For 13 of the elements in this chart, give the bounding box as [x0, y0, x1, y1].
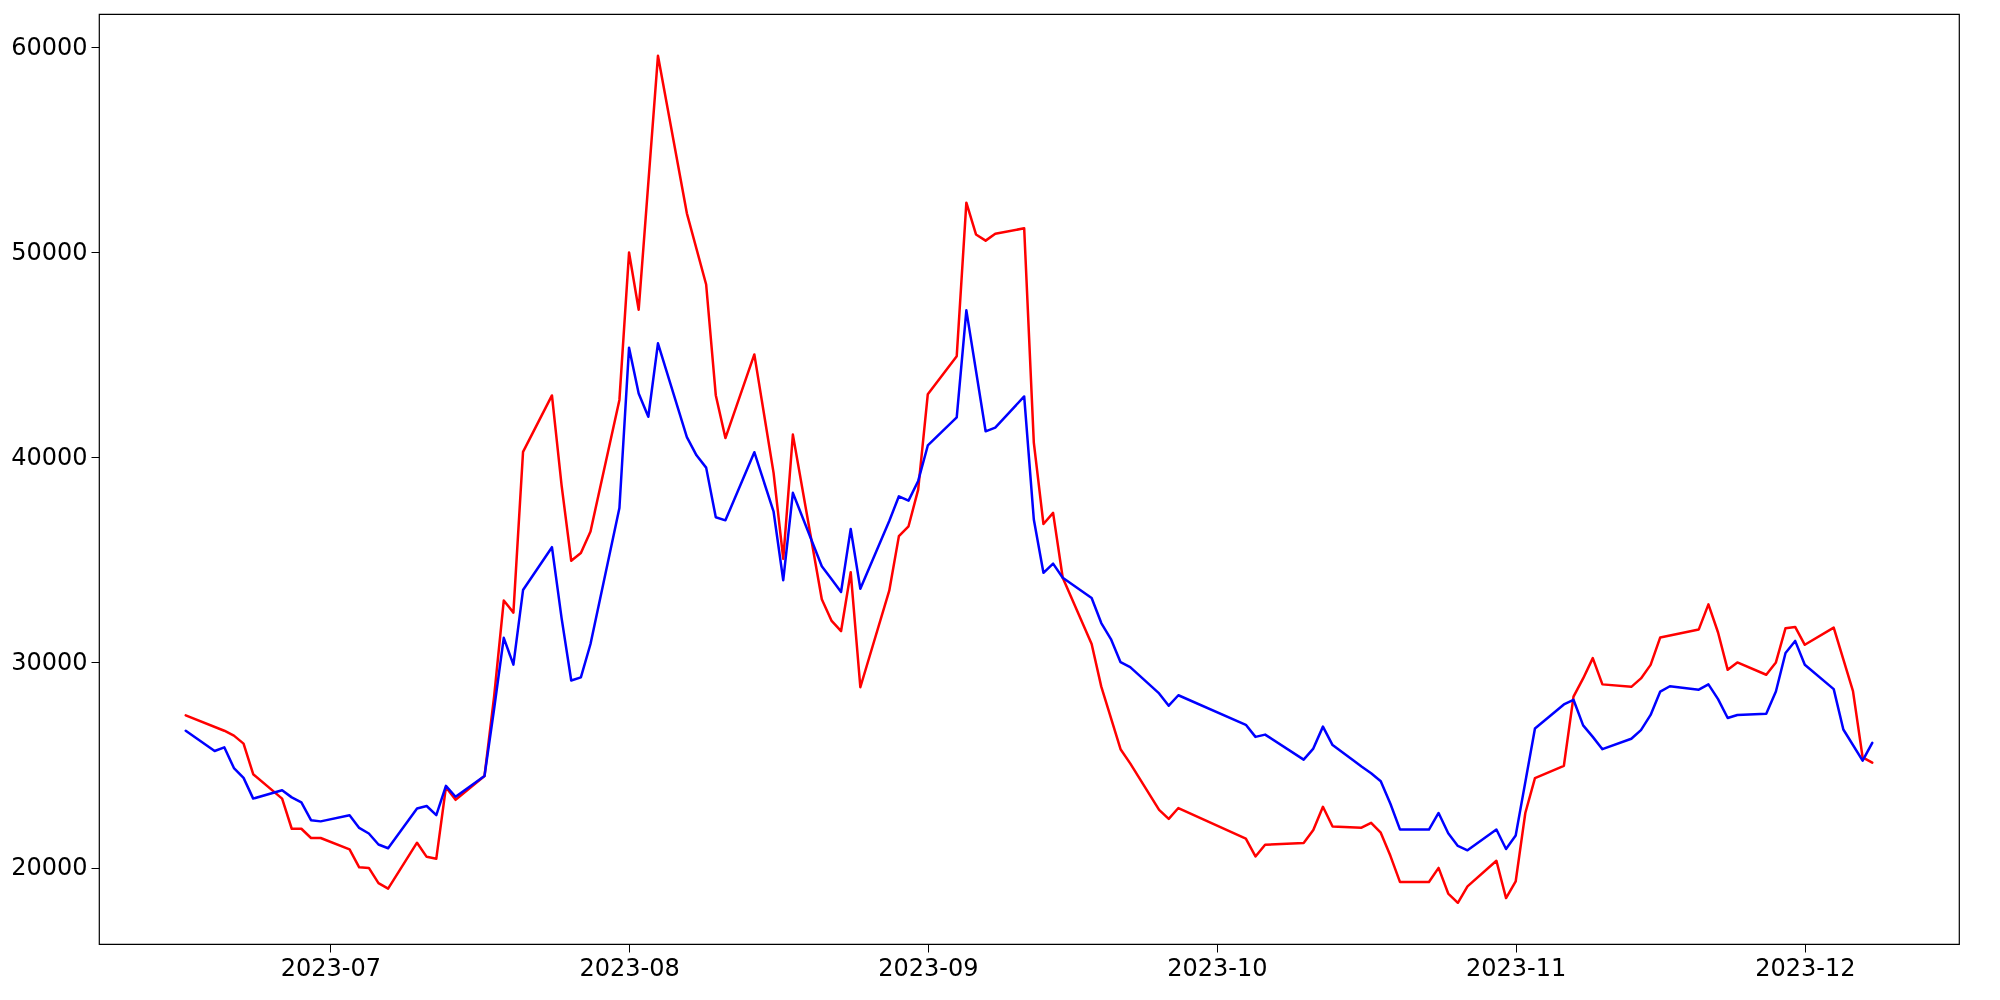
- x-tick-label: 2023-09: [878, 953, 979, 982]
- x-tick-label: 2023-11: [1466, 953, 1567, 982]
- x-tick-label: 2023-08: [579, 953, 680, 982]
- x-tick-label: 2023-10: [1167, 953, 1268, 982]
- line-series: [184, 54, 1874, 905]
- y-tick-label: 60000: [11, 32, 88, 61]
- x-tick-label: 2023-12: [1755, 953, 1856, 982]
- y-tick-label: 30000: [11, 647, 88, 676]
- y-tick-label: 40000: [11, 442, 88, 471]
- y-tick-label: 20000: [11, 853, 88, 882]
- y-tick-label: 50000: [11, 237, 88, 266]
- line-series: [184, 309, 1874, 852]
- x-tick-label: 2023-07: [280, 953, 381, 982]
